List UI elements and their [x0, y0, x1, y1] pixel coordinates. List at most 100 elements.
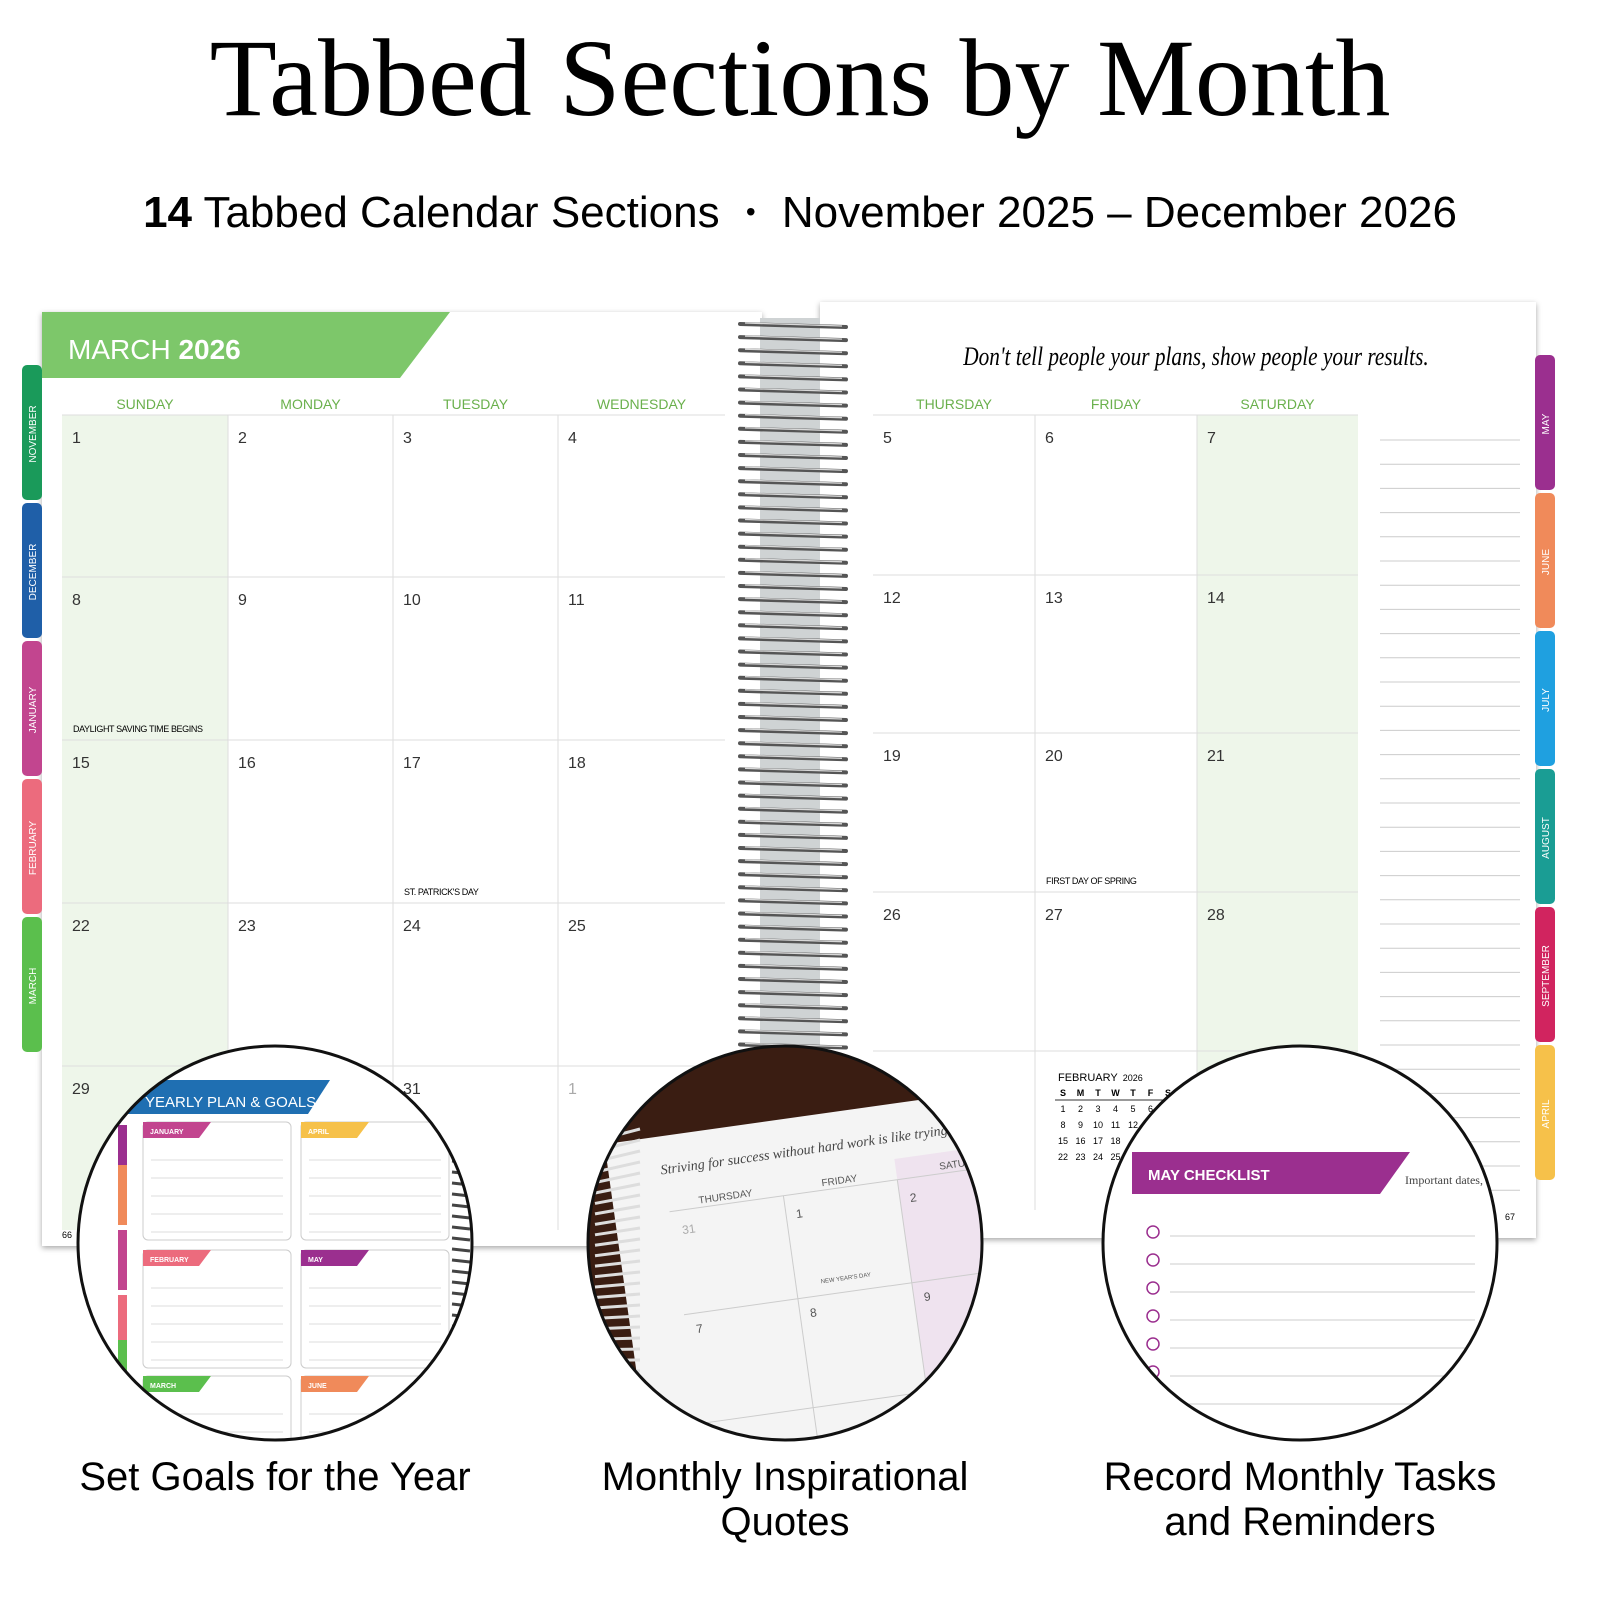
coil [594, 1292, 641, 1299]
separator: • [746, 196, 756, 227]
weekday-label: THURSDAY [916, 396, 993, 412]
month-tab [22, 503, 42, 638]
day-number: 31 [403, 1081, 421, 1098]
coil [738, 806, 848, 814]
coil [738, 675, 848, 683]
mini-day: 22 [1058, 1152, 1068, 1162]
coil-shine [744, 610, 843, 615]
coil-shine [744, 780, 843, 786]
mini-day: 5 [1130, 1104, 1135, 1114]
coil [451, 1368, 471, 1374]
month-tag [301, 1376, 369, 1392]
coil [738, 531, 848, 539]
mini-weekday: F [1148, 1088, 1154, 1098]
mini-weekday: S [1060, 1088, 1066, 1098]
side-tab [118, 1230, 127, 1290]
coil [451, 1258, 471, 1264]
coil [738, 662, 848, 670]
coil [451, 1225, 471, 1231]
month-tab [22, 365, 42, 500]
check-circle [1146, 1225, 1160, 1239]
coil-shine [744, 689, 843, 694]
coil-shine [744, 348, 843, 353]
mini-day: 23 [1075, 1152, 1085, 1162]
day-number: 26 [883, 907, 901, 924]
checklist-hint: Important dates, tas [1405, 1173, 1500, 1187]
coil [451, 1269, 471, 1275]
coil [594, 1171, 641, 1185]
day-number: 12 [883, 590, 901, 607]
mini-day: 15 [1058, 1136, 1068, 1146]
coil-shine [744, 911, 843, 917]
goals-banner [128, 1080, 330, 1114]
coil [451, 1214, 471, 1220]
coil-shine [744, 387, 843, 393]
coil [738, 990, 848, 998]
coil [594, 1226, 641, 1237]
month-tag-label: JUNE [308, 1383, 327, 1390]
day-number: 4 [568, 430, 577, 447]
coil-shine [744, 400, 843, 406]
callout-ring [1101, 1044, 1499, 1442]
mini-day: 9 [1078, 1120, 1083, 1130]
day-number: 1 [568, 1081, 577, 1098]
coil [594, 1248, 641, 1258]
subtitle-text: Tabbed Calendar Sections [203, 188, 719, 237]
callout-caption: and Reminders [1164, 1500, 1435, 1544]
grid-line [782, 1195, 827, 1440]
callout-caption: Quotes [721, 1500, 850, 1544]
day-note: FIRST DAY OF SPRING [1046, 876, 1137, 886]
month-tab [22, 917, 42, 1052]
coil [738, 1016, 848, 1024]
callout-ring [76, 1044, 474, 1442]
grid-line [699, 1373, 982, 1425]
coil-shine [744, 990, 843, 995]
mini-weekday: S [1165, 1088, 1171, 1098]
coil [738, 832, 848, 840]
coil [738, 898, 848, 906]
coil [738, 728, 848, 736]
day-number: 9 [238, 592, 247, 609]
weekday-label: SATURDAY [1240, 396, 1315, 412]
coil-shine [744, 676, 843, 681]
day-number: 15 [72, 755, 90, 772]
month-tag-label: APRIL [308, 1129, 330, 1136]
tab-label: SEPTEMBER [1541, 945, 1552, 1007]
weekday-label: SUNDAY [116, 396, 174, 412]
month-banner [42, 312, 450, 378]
coil-shine [744, 938, 843, 943]
coil [738, 413, 848, 421]
coil [738, 924, 848, 932]
grid-line [669, 1161, 982, 1213]
coil-shine [744, 584, 843, 589]
mini-day: 16 [1075, 1136, 1085, 1146]
coil [738, 885, 848, 893]
day-number: 2 [238, 430, 247, 447]
month-tag-label: MAY [308, 1257, 323, 1264]
coil-shine [744, 898, 843, 904]
date-range: November 2025 – December 2026 [782, 188, 1457, 237]
coil [738, 453, 848, 460]
tab-label: JUNE [1541, 549, 1552, 575]
month-tab [1535, 1045, 1555, 1180]
coil-shine [744, 466, 843, 471]
month-tab [1535, 355, 1555, 490]
coil [451, 1313, 471, 1319]
side-tab [118, 1125, 127, 1185]
month-tab [1535, 631, 1555, 766]
month-tag-label: FEBRUARY [150, 1257, 189, 1264]
month-tag [143, 1250, 211, 1266]
coil [738, 701, 848, 709]
day-number: 11 [568, 592, 585, 609]
coil-shine [744, 649, 843, 655]
weekday-label: MONDAY [280, 396, 341, 412]
mini-day: 12 [1128, 1120, 1138, 1130]
mini-day: 2 [1078, 1104, 1083, 1114]
coil [738, 466, 848, 474]
month-tag [143, 1122, 211, 1138]
coil-shine [744, 807, 843, 812]
day-number: 13 [1045, 590, 1063, 607]
coil-shine [744, 518, 843, 524]
coil-shine [744, 767, 843, 773]
section-count: 14 [143, 188, 192, 237]
